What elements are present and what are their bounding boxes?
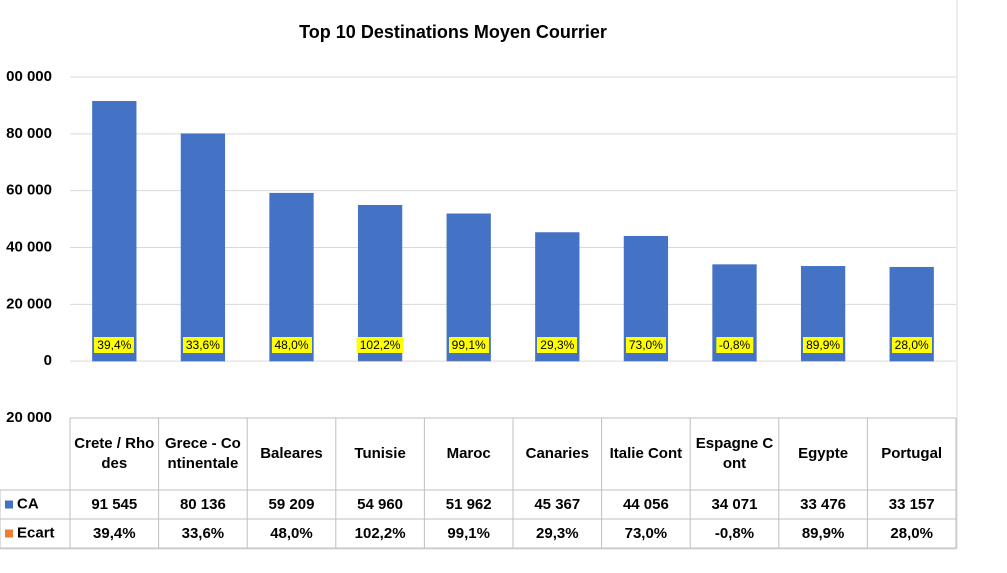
- table-value: 48,0%: [270, 524, 313, 542]
- table-value: 91 545: [91, 495, 138, 513]
- y-tick-label: 20 000: [6, 295, 52, 312]
- data-label: 73,0%: [625, 337, 666, 354]
- legend-key: [5, 500, 13, 509]
- bar: [889, 361, 934, 362]
- table-value: 102,2%: [354, 524, 406, 542]
- y-tick-label: 40 000: [6, 238, 52, 255]
- y-tick-label: 00 000: [6, 68, 52, 85]
- bar: [92, 101, 137, 362]
- y-tick-label: 80 000: [6, 125, 52, 142]
- bar: [269, 361, 314, 362]
- y-tick-label: 60 000: [6, 182, 52, 199]
- table-value: 73,0%: [624, 524, 668, 542]
- y-tick-label: 0: [44, 352, 52, 369]
- category-label: Canaries: [525, 445, 589, 462]
- data-label: 48,0%: [271, 337, 312, 354]
- table-value: 44 056: [622, 495, 669, 513]
- table-value: 59 209: [268, 495, 315, 513]
- table-value: -0,8%: [714, 524, 755, 542]
- bar: [535, 361, 580, 362]
- table-value: 33,6%: [181, 524, 225, 542]
- chart-frame: [0, 0, 958, 550]
- table-value: 51 962: [445, 495, 492, 513]
- table-value: 33 476: [800, 495, 847, 513]
- data-label: -0,8%: [715, 337, 754, 354]
- legend-key: [5, 529, 13, 538]
- table-value: 99,1%: [447, 524, 490, 542]
- data-label: 99,1%: [448, 337, 489, 354]
- category-label: Crete / Rhodes: [74, 435, 155, 472]
- bar: [446, 213, 491, 362]
- data-label: 39,4%: [94, 337, 135, 354]
- y-tick-label: 20 000: [6, 409, 52, 426]
- legend-label: CA: [17, 495, 39, 512]
- data-label: 89,9%: [803, 337, 844, 354]
- bar: [357, 204, 403, 362]
- table-value: 34 071: [711, 495, 758, 513]
- table-value: 80 136: [179, 495, 226, 513]
- data-label: 28,0%: [891, 337, 932, 354]
- bar: [357, 360, 403, 362]
- bar: [269, 192, 314, 362]
- bar: [712, 361, 757, 362]
- bar: [446, 360, 491, 362]
- category-label: Maroc: [446, 445, 491, 462]
- category-label: Egypte: [798, 445, 849, 462]
- bar: [800, 360, 846, 362]
- table-value: 33 157: [888, 495, 935, 513]
- table-value: 39,4%: [93, 524, 136, 542]
- table-value: 28,0%: [890, 524, 933, 542]
- category-label: Tunisie: [354, 445, 406, 462]
- table-value: 54 960: [357, 495, 404, 513]
- bar: [623, 360, 669, 362]
- legend-label: Ecart: [17, 524, 55, 541]
- bar: [180, 361, 226, 362]
- category-label: Italie Cont: [609, 445, 683, 462]
- category-label: Portugal: [881, 445, 943, 462]
- table-value: 45 367: [534, 495, 581, 513]
- bar: [180, 133, 226, 362]
- category-label: Grece - Continentale: [164, 435, 241, 472]
- table-value: 29,3%: [536, 524, 579, 542]
- data-label: 29,3%: [537, 337, 578, 354]
- category-label: Baleares: [260, 445, 323, 462]
- data-label: 33,6%: [182, 337, 223, 354]
- category-label: Espagne Cont: [695, 435, 774, 472]
- data-label: 102,2%: [356, 337, 404, 354]
- bar: [92, 361, 137, 362]
- chart-title: Top 10 Destinations Moyen Courrier: [299, 22, 607, 42]
- table-value: 89,9%: [801, 524, 845, 542]
